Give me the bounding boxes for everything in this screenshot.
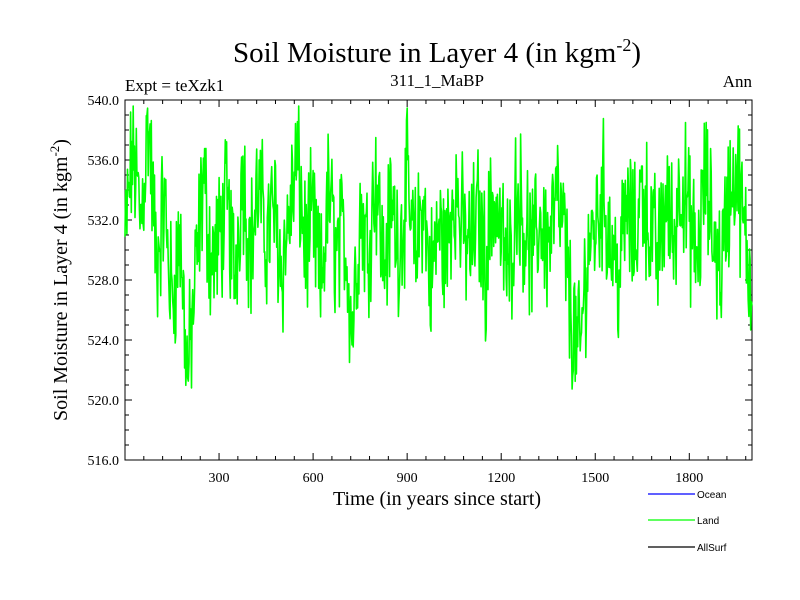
y-axis-label-text: Soil Moisture in Layer 4 (in kgm [50,156,72,421]
chart-title: Soil Moisture in Layer 4 (in kgm-2) [233,35,641,69]
legend-label-allsurf: AllSurf [697,543,727,554]
chart-title-superscript: -2 [616,35,631,55]
legend-label-land: Land [697,516,719,527]
legend: Ocean Land AllSurf [648,490,727,554]
y-axis-ticks: 516.0 520.0 524.0 528.0 532.0 536.0 540.0 [88,94,752,469]
legend-label-ocean: Ocean [697,490,726,501]
x-tick-label: 300 [209,471,230,486]
y-tick-label: 524.0 [88,334,120,349]
y-axis-label: Soil Moisture in Layer 4 (in kgm-2) [47,139,72,421]
y-tick-label: 528.0 [88,274,120,289]
series-group [124,105,753,390]
y-tick-label: 536.0 [88,154,120,169]
y-axis-label-close: ) [50,139,72,146]
subtitle-right: Ann [723,72,753,91]
x-tick-label: 1200 [487,471,515,486]
x-axis-ticks: 300 600 900 1200 1500 1800 [143,100,747,486]
x-tick-label: 1500 [581,471,609,486]
y-tick-label: 532.0 [88,214,120,229]
x-tick-label: 1800 [675,471,703,486]
x-tick-label: 600 [303,471,324,486]
y-tick-label: 516.0 [88,454,120,469]
subtitle-center: 311_1_MaBP [390,71,484,90]
y-tick-label: 520.0 [88,394,120,409]
y-axis-label-superscript: -2 [47,146,62,157]
chart-title-text: Soil Moisture in Layer 4 (in kgm [233,37,617,69]
subtitle-left: Expt = teXzk1 [125,76,224,95]
x-axis-label: Time (in years since start) [333,488,541,510]
x-tick-label: 900 [397,471,418,486]
series-line-land [124,105,753,390]
y-tick-label: 540.0 [88,94,120,109]
chart-title-close: ) [631,37,641,69]
